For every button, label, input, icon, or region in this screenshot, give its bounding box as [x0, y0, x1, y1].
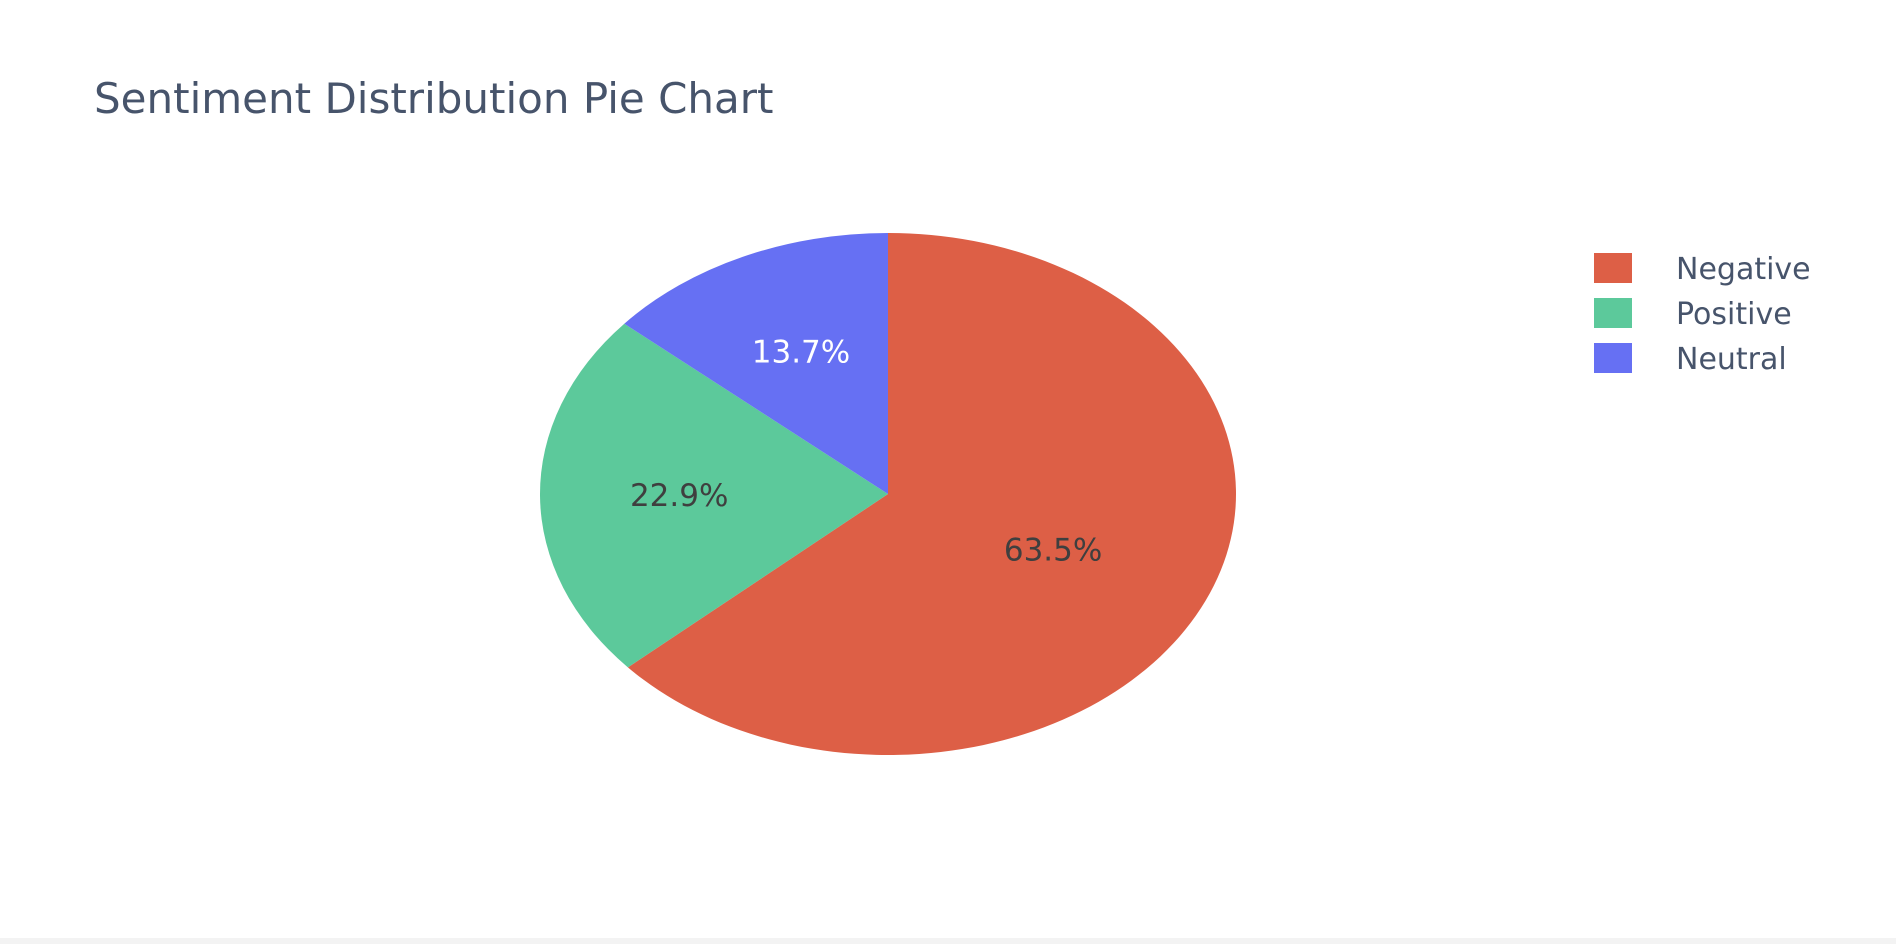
bottom-edge [0, 938, 1896, 944]
pie-slice-negative[interactable] [627, 233, 1237, 755]
legend-swatch-neutral [1594, 343, 1632, 373]
legend-item-negative[interactable]: Negative [1594, 252, 1811, 287]
pie-slices [540, 232, 1237, 755]
legend-label-neutral: Neutral [1676, 342, 1787, 377]
slice-label-positive: 22.9% [630, 478, 728, 514]
legend-item-positive[interactable]: Positive [1594, 297, 1792, 332]
legend-label-positive: Positive [1676, 297, 1792, 332]
legend-swatch-negative [1594, 253, 1632, 283]
slice-label-neutral: 13.7% [752, 335, 850, 371]
pie-slice-positive[interactable] [540, 323, 888, 668]
chart-title: Sentiment Distribution Pie Chart [94, 74, 774, 123]
legend-item-neutral[interactable]: Neutral [1594, 342, 1787, 377]
pie-slice-labels: 63.5% 22.9% 13.7% [630, 335, 1102, 569]
pie-slice-neutral[interactable] [624, 232, 888, 494]
legend: Negative Positive Neutral [1594, 252, 1811, 377]
legend-swatch-positive [1594, 298, 1632, 328]
slice-label-negative: 63.5% [1004, 533, 1102, 569]
legend-label-negative: Negative [1676, 252, 1811, 287]
